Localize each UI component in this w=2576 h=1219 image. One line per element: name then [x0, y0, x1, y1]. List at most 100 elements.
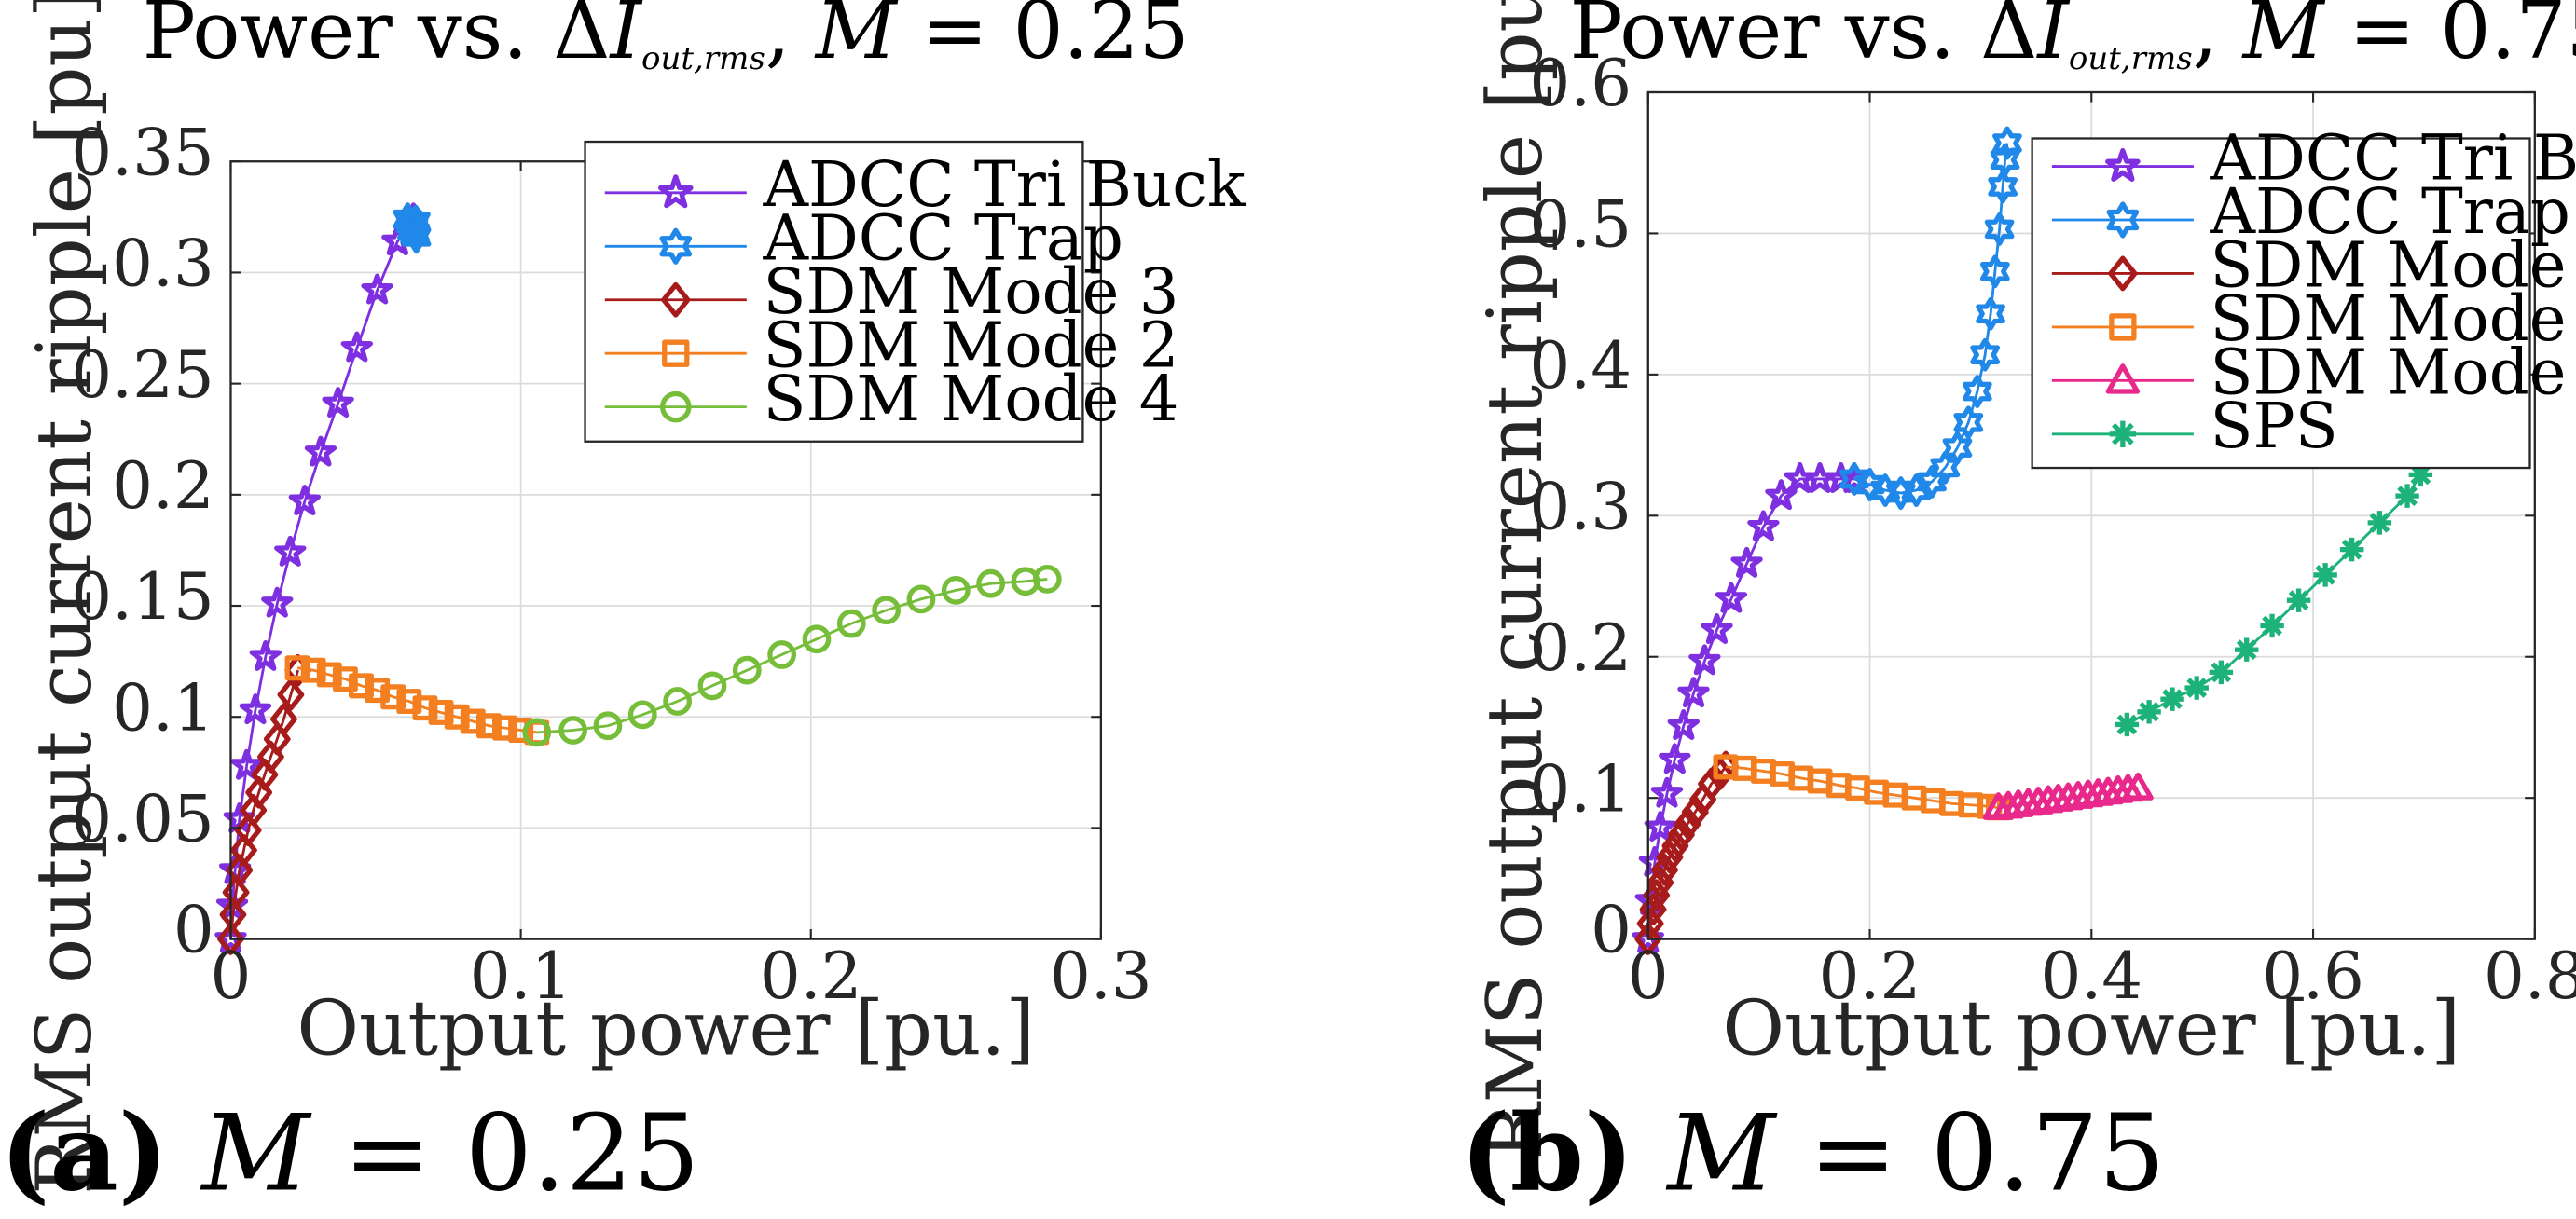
- legend-item: SPS: [2051, 390, 2338, 462]
- data-point: [1917, 465, 1947, 499]
- data-point: [593, 711, 623, 741]
- data-point: [2313, 563, 2337, 587]
- data-point: [277, 678, 305, 711]
- series-adcc-trap: [393, 202, 432, 254]
- data-point: [697, 671, 727, 701]
- data-point: [1674, 807, 1701, 840]
- data-point: [316, 662, 342, 688]
- legend-label: SDM Mode 2: [763, 308, 1178, 381]
- data-point: [1901, 473, 1932, 507]
- series-line: [536, 578, 1048, 734]
- data-point: [1661, 829, 1689, 862]
- data-point: [365, 678, 391, 704]
- data-point: [1650, 776, 1684, 808]
- data-point: [1747, 510, 1780, 541]
- data-point: [1701, 613, 1733, 644]
- legend-item: ADCC Trap: [604, 201, 1123, 274]
- legend-marker: [659, 390, 692, 423]
- subfigure-caption: (a) M = 0.25: [0, 1090, 700, 1214]
- data-point: [2395, 484, 2419, 508]
- data-point: [249, 639, 282, 671]
- data-point: [2367, 511, 2392, 535]
- data-point: [1990, 143, 2020, 177]
- data-point: [332, 666, 358, 692]
- legend-item: ADCC Trap: [2051, 175, 2570, 248]
- legend-item: SDM Mode 2: [604, 308, 1178, 381]
- legend-item: SDM Mode 2: [2051, 282, 2576, 355]
- data-point: [460, 708, 486, 734]
- x-tick-label: 0.2: [1819, 939, 1922, 1014]
- data-point: [663, 687, 692, 716]
- data-point: [284, 655, 310, 681]
- data-point: [1979, 254, 2010, 289]
- legend-marker: [659, 227, 693, 265]
- data-point: [2209, 660, 2234, 685]
- legend-marker: [657, 174, 694, 209]
- data-point: [219, 898, 247, 931]
- legend-item: SDM Mode 1: [2051, 336, 2576, 408]
- y-tick-label: 0.6: [1529, 47, 1632, 121]
- data-point: [941, 575, 971, 605]
- x-axis-label: Output power [pu.]: [296, 985, 1035, 1073]
- data-point: [2260, 613, 2284, 638]
- series-sdm-mode-2: [1713, 754, 2011, 821]
- data-point: [217, 923, 244, 955]
- data-point: [492, 715, 517, 741]
- legend-label: SDM Mode 3: [763, 255, 1178, 328]
- data-point: [270, 703, 297, 735]
- data-point: [872, 596, 902, 625]
- series-sdm-mode-1: [1982, 772, 2154, 820]
- y-tick-label: 0: [1591, 894, 1632, 968]
- legend-label: ADCC Trap: [2210, 175, 2570, 248]
- data-point: [2339, 537, 2364, 562]
- y-tick-label: 0.05: [71, 783, 214, 857]
- legend-label: SDM Mode 4: [763, 363, 1178, 435]
- y-axis-label: RMS output current ripple [pu]: [1472, 0, 1560, 1160]
- legend-label: ADCC Tri Buck: [762, 148, 1246, 221]
- data-point: [906, 584, 936, 614]
- data-point: [1992, 126, 2022, 160]
- chart-title: Power vs. ΔIout,rms, M = 0.25: [143, 0, 1190, 77]
- data-point: [230, 748, 263, 780]
- data-point: [2160, 687, 2184, 711]
- legend-item: SDM Mode 4: [604, 363, 1178, 435]
- data-point: [1962, 375, 1992, 408]
- x-tick-label: 0: [1628, 939, 1669, 1014]
- data-point: [558, 716, 587, 745]
- data-point: [322, 387, 354, 418]
- legend-box: [2031, 137, 2531, 470]
- series-adcc-trap: [1839, 126, 2022, 510]
- data-point: [2408, 462, 2433, 487]
- x-tick-label: 0.3: [1050, 939, 1152, 1014]
- data-point: [444, 704, 470, 730]
- y-tick-label: 0.3: [1529, 470, 1632, 544]
- legend-item: ADCC Tri Buck: [604, 148, 1247, 221]
- data-point: [1706, 758, 1734, 790]
- data-point: [1032, 565, 1062, 594]
- series-sdm-mode-4: [522, 565, 1062, 747]
- y-tick-label: 0.4: [1529, 329, 1632, 404]
- data-point: [1953, 405, 1984, 440]
- data-point: [274, 535, 307, 567]
- data-point: [401, 204, 431, 239]
- legend-marker: [661, 281, 691, 318]
- data-point: [300, 657, 326, 683]
- x-tick-label: 0.4: [2040, 939, 2142, 1014]
- x-axis-label: Output power [pu.]: [1722, 985, 2460, 1073]
- y-tick-label: 0.5: [1529, 188, 1632, 263]
- data-point: [288, 485, 322, 515]
- legend-item: ADCC Tri Buck: [2051, 122, 2576, 195]
- data-point: [2184, 676, 2209, 700]
- data-point: [1988, 170, 2018, 204]
- data-point: [1885, 476, 1916, 510]
- data-point: [1644, 811, 1677, 842]
- legend-label: ADCC Tri Buck: [2210, 122, 2576, 195]
- legend-label: ADCC Trap: [762, 201, 1123, 274]
- data-point: [226, 854, 254, 887]
- data-point: [767, 640, 797, 669]
- data-point: [349, 673, 374, 699]
- y-tick-label: 0.15: [71, 560, 214, 635]
- data-point: [361, 273, 393, 305]
- data-point: [2122, 772, 2154, 801]
